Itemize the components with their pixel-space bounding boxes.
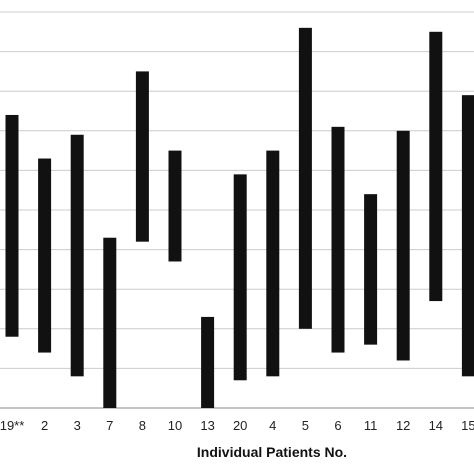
x-tick-label: 12 xyxy=(396,418,410,433)
bar-patient-12 xyxy=(396,130,410,361)
x-tick-label: 3 xyxy=(74,418,81,433)
x-tick-label: 15 xyxy=(461,418,474,433)
x-tick-label: 20 xyxy=(233,418,247,433)
bar-patient-3 xyxy=(70,134,84,377)
bar-patient-11 xyxy=(364,194,378,345)
bar-patient-7 xyxy=(103,237,117,408)
x-tick-label: 14 xyxy=(429,418,443,433)
bar-patient-19 xyxy=(5,114,19,337)
bar-patient-13 xyxy=(201,316,215,408)
x-tick-label: 7 xyxy=(106,418,113,433)
bar-patient-2 xyxy=(38,158,52,353)
bar-patient-8 xyxy=(135,71,149,242)
x-tick-label: 6 xyxy=(334,418,341,433)
bar-patient-6 xyxy=(331,126,345,353)
bar-patient-14 xyxy=(429,31,443,302)
bar-patient-4 xyxy=(266,150,280,377)
bar-patient-10 xyxy=(168,150,182,262)
x-tick-label: 5 xyxy=(302,418,309,433)
bar-patient-20 xyxy=(233,174,247,381)
bar-patient-5 xyxy=(298,27,312,329)
x-tick-label: 2 xyxy=(41,418,48,433)
x-tick-label: 19** xyxy=(0,418,24,433)
x-tick-label: 4 xyxy=(269,418,276,433)
x-tick-label: 13 xyxy=(200,418,214,433)
x-tick-label: 10 xyxy=(168,418,182,433)
bar-patient-15 xyxy=(461,95,474,377)
x-tick-labels: 19** 2 3 7 8 10 13 20 4 5 6 11 12 14 15 xyxy=(0,418,474,433)
x-tick-label: 8 xyxy=(139,418,146,433)
x-tick-label: 11 xyxy=(364,418,378,433)
bars xyxy=(5,27,474,408)
x-axis-title: Individual Patients No. xyxy=(197,444,347,460)
